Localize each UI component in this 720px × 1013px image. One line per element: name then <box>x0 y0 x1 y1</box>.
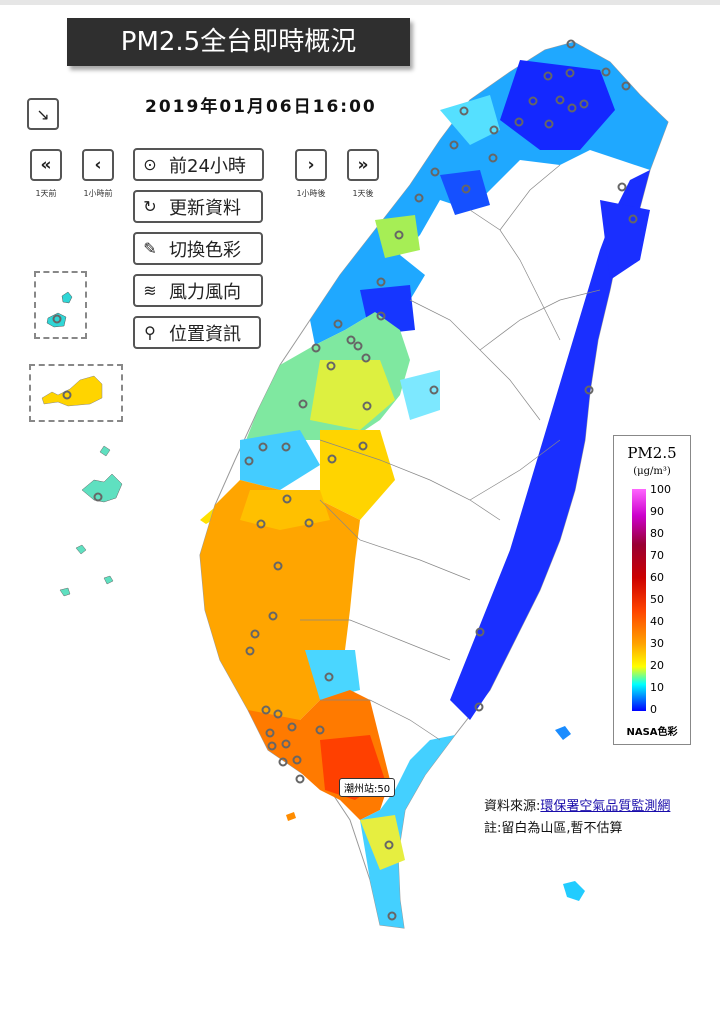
legend-tick: 90 <box>650 505 664 518</box>
arrow-down-right-icon: ↘ <box>36 104 50 124</box>
paintbrush-icon: ✎ <box>143 239 157 258</box>
taipei-hotspot <box>500 60 615 150</box>
hour-back-label: 1小時前 <box>83 189 113 198</box>
refresh-icon: ↻ <box>143 197 157 216</box>
legend-color-bar <box>632 489 646 711</box>
source-prefix: 資料來源: <box>484 799 541 814</box>
hour-back-button[interactable]: ‹ <box>82 149 114 181</box>
hour-forward-button[interactable]: › <box>295 149 327 181</box>
legend-tick: 10 <box>650 681 664 694</box>
source-note: 註:留白為山區,暫不估算 <box>484 821 623 836</box>
wind-icon: ≋ <box>143 281 157 300</box>
penghu-islands <box>59 445 226 597</box>
wind-button[interactable]: ≋ 風力風向 <box>133 274 263 307</box>
kinmen-island <box>41 375 103 407</box>
station-tooltip: 潮州站:50 <box>339 778 396 797</box>
hour-forward-label: 1小時後 <box>296 189 326 198</box>
orchid-island <box>563 881 585 901</box>
nantou-west-area <box>320 430 395 520</box>
day-back-button[interactable]: « <box>30 149 62 181</box>
switch-color-label: 切換色彩 <box>169 239 241 261</box>
page-title: PM2.5全台即時概況 <box>67 18 410 66</box>
legend-tick: 80 <box>650 527 664 540</box>
day-back-label: 1天前 <box>35 189 57 198</box>
legend-tick: 100 <box>650 483 671 496</box>
top-divider <box>0 0 720 5</box>
data-source: 資料來源:環保署空氣品質監測網 註:留白為山區,暫不估算 <box>484 796 670 840</box>
double-chevron-left-icon: « <box>40 155 52 175</box>
taoyuan-area <box>440 95 500 145</box>
refresh-data-button[interactable]: ↻ 更新資料 <box>133 190 263 223</box>
hengchun-north-area <box>360 815 405 870</box>
pm25-legend: PM2.5 (μg/m³) 100 90 80 70 60 50 40 30 2… <box>613 435 691 745</box>
collapse-button[interactable]: ↘ <box>27 98 59 130</box>
legend-title: PM2.5 <box>627 444 677 462</box>
prev-24h-label: 前24小時 <box>169 155 246 177</box>
switch-color-button[interactable]: ✎ 切換色彩 <box>133 232 263 265</box>
legend-tick: 40 <box>650 615 664 628</box>
prev-24h-button[interactable]: ⊙ 前24小時 <box>133 148 264 181</box>
south-tip-region <box>360 735 455 928</box>
day-forward-button[interactable]: » <box>347 149 379 181</box>
wind-label: 風力風向 <box>169 281 241 303</box>
legend-tick: 50 <box>650 593 664 606</box>
day-forward-label: 1天後 <box>352 189 374 198</box>
stations <box>52 39 638 921</box>
location-label: 位置資訊 <box>169 323 241 345</box>
matsu-inset[interactable] <box>34 271 87 339</box>
refresh-label: 更新資料 <box>169 197 241 219</box>
double-chevron-right-icon: » <box>357 155 369 175</box>
legend-color-scheme: NASA色彩 <box>626 727 678 738</box>
nantou-blue-area <box>400 370 440 420</box>
legend-tick: 30 <box>650 637 664 650</box>
legend-tick: 60 <box>650 571 664 584</box>
kinmen-inset[interactable] <box>29 364 123 422</box>
yilan-area <box>600 200 650 280</box>
play-circle-icon: ⊙ <box>143 155 157 174</box>
chevron-left-icon: ‹ <box>94 155 102 175</box>
datetime-label: 2019年01月06日16:00 <box>145 97 377 117</box>
legend-tick: 20 <box>650 659 664 672</box>
taichung-yellow-area <box>310 360 395 430</box>
legend-tick: 70 <box>650 549 664 562</box>
liuqiu-island <box>286 812 296 821</box>
legend-tick: 0 <box>650 703 657 716</box>
east-region <box>450 170 650 720</box>
source-link[interactable]: 環保署空氣品質監測網 <box>540 799 671 814</box>
location-pin-icon: ⚲ <box>144 323 156 342</box>
legend-unit: (μg/m³) <box>633 466 671 477</box>
chevron-right-icon: › <box>307 155 315 175</box>
hsinchu-hill-area <box>375 215 420 258</box>
green-island <box>555 726 571 740</box>
county-boundaries <box>300 164 601 741</box>
location-button[interactable]: ⚲ 位置資訊 <box>133 316 261 349</box>
